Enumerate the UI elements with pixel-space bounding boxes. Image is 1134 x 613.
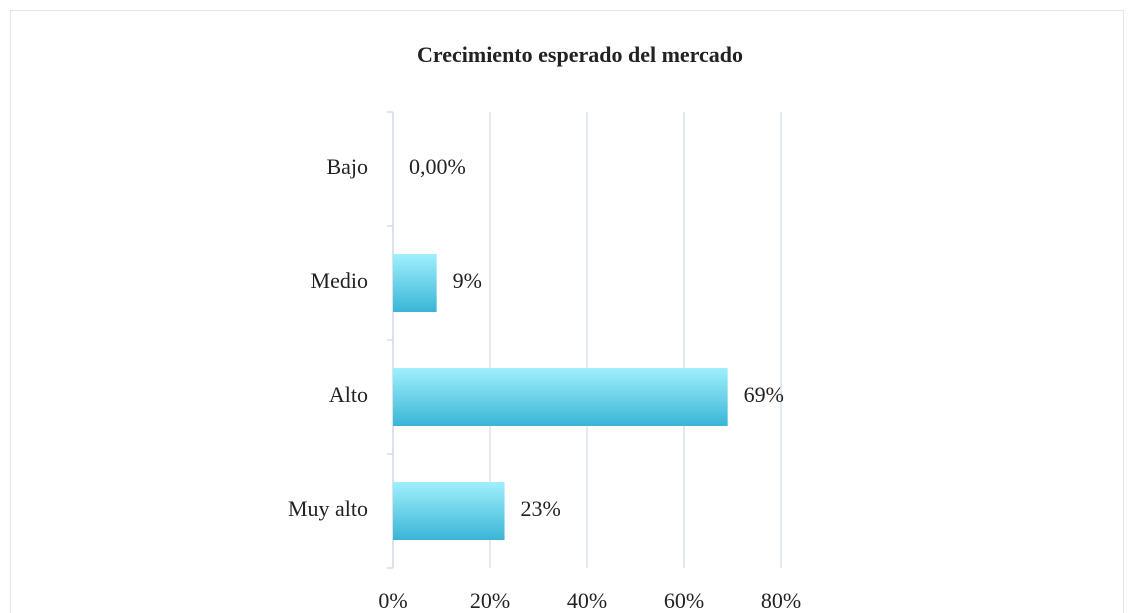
value-label: 0,00% [409,154,466,179]
y-tick-label: Bajo [326,154,368,179]
y-tick-label: Alto [329,382,368,407]
bar [393,482,505,540]
value-label: 23% [521,496,561,521]
chart-title: Crecimiento esperado del mercado [417,42,743,67]
chart-frame [10,10,1124,613]
bar [393,368,728,426]
value-label: 9% [453,268,482,293]
bar [393,254,437,312]
y-tick-label: Medio [311,268,368,293]
x-tick-label: 0% [378,588,407,613]
value-label: 69% [744,382,784,407]
x-tick-label: 80% [761,588,801,613]
x-tick-label: 60% [664,588,704,613]
x-tick-label: 20% [470,588,510,613]
y-tick-label: Muy alto [288,496,368,521]
x-tick-label: 40% [567,588,607,613]
